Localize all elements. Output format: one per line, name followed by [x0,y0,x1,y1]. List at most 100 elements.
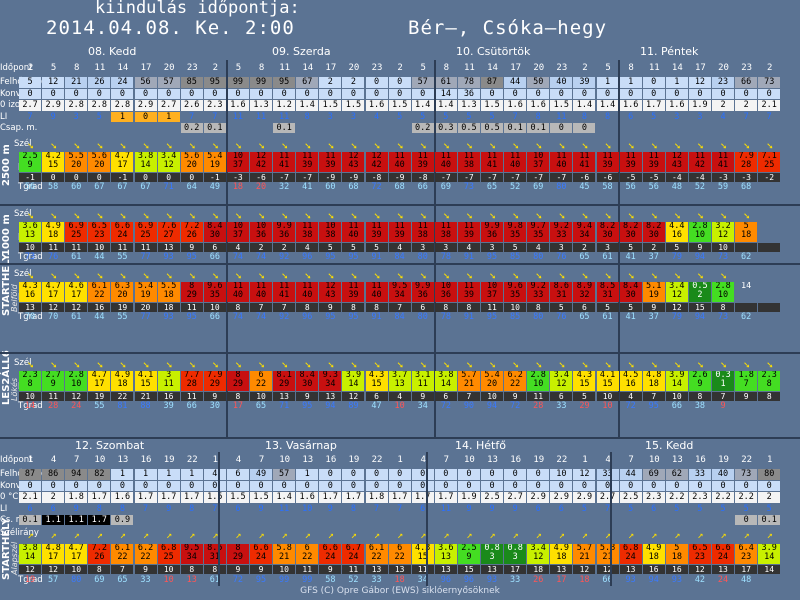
tgrad-cell-b: 18 [394,575,405,585]
wind-cell: 8.9 32 [573,282,596,302]
wind-cell: 9.7 35 [527,222,550,242]
wind-arrow-icon: ➘ [258,141,265,152]
izot-cell: 1.4 [296,100,319,111]
wind-kmh-b: 21 [579,552,590,562]
wind-cell: 11 39 [296,152,319,172]
wind-ms: 12 [255,152,267,161]
top-hour: 23 [741,63,753,73]
izot-cell: 1.5 [481,100,504,111]
wind-ms: 6.1 [91,282,108,291]
temp-cell: 12 [65,392,88,401]
wind-cell: 10 37 [527,152,550,172]
wind-kmh: 37 [533,160,544,170]
temp-cell: 9 [180,243,203,252]
tgrad-cell: 76 [556,312,567,322]
tgrad-cell-b: 93 [671,575,682,585]
bottom-hour: 22 [741,455,753,465]
tgrad-cell-b: 93 [486,575,498,585]
tgrad-cell: 41 [625,312,636,322]
wind-kmh: 38 [440,230,451,240]
tgrad-cell: 67 [117,182,128,192]
wind-kmh: 9 [50,379,56,389]
wind-ms: 6.2 [507,371,523,380]
wind-cell: 6.9 25 [65,222,88,242]
wind-cell: 8.4 30 [296,371,319,391]
bottom-hour: 1 [27,455,34,465]
wind-arrow-icon: ➘ [535,360,542,371]
temp-cell: -7 [527,173,550,182]
top-hour: 2 [397,63,403,73]
wind-ms: 5.6 [184,152,200,161]
wind-arrow-icon-b: ↗ [420,530,427,541]
wind-ms-b: 5.7 [576,544,593,553]
wind-kmh: 12 [717,230,729,240]
wind-cell: 7.9 29 [203,371,226,391]
izot-cell-b: 1.6 [296,492,319,503]
wind-kmh: 12 [556,379,567,389]
wind-cell: 5.5 20 [65,152,88,172]
wind-cell: 8.2 30 [596,222,619,242]
tgrad-cell: 62 [741,312,752,322]
wind-kmh: 19 [140,290,151,300]
konv-cell-b: 0 [434,481,457,491]
wind-ms: 5.4 [207,152,223,161]
konv-cell-b: 0 [319,481,342,491]
bottom-hour: 13 [487,455,498,465]
wind-cell-b: 6.2 22 [134,544,157,564]
header-title: kiindulás időpontja: [95,0,300,18]
wind-cell: 3.1 11 [411,371,434,391]
felho-cell-b: 4 [203,469,226,480]
felho-cell: 73 [758,77,781,88]
wind-arrow-icon: ➘ [304,211,311,222]
wind-arrow-icon-b: ↗ [258,530,265,541]
temp-cell: 7 [712,392,735,401]
wind-kmh-b: 22 [117,552,128,562]
wind-cell-b: 6.5 23 [688,544,711,564]
temp-cell-b: 17 [735,565,758,574]
wind-cell: 8 29 [180,282,203,302]
konv-cell: 0 [273,89,296,99]
tgrad-cell: 92 [279,252,290,262]
band-sublabel: Belföld [10,284,19,312]
temp-cell: 5 [573,392,596,401]
wind-ms-b: 4.9 [553,544,570,553]
csap-cell: 0.2 [411,123,434,133]
izot-cell-b: 2.9 [550,492,573,503]
wind-ms: 2.7 [45,371,61,380]
temp-cell: -5 [642,173,665,182]
li-cell: 3 [665,112,688,122]
li-cell-b: 6 [42,504,65,514]
bottom-hour: 7 [258,455,265,465]
li-cell: 0 [134,112,157,122]
csap-cell: 0.1 [504,123,527,133]
wind-ms: 5.6 [91,152,108,161]
li-cell-b: 9 [504,504,527,514]
li-cell: 7 [504,112,527,122]
wind-kmh: 43 [348,160,359,170]
wind-kmh: 30 [602,230,613,240]
tgrad-cell: 84 [394,312,405,322]
temp-cell: -9 [342,173,365,182]
wind-arrow-icon: ➘ [235,141,242,152]
li-cell: 7 [735,112,758,122]
tgrad-cell: 94 [694,252,706,262]
wind-kmh: 34 [394,290,405,300]
wind-kmh-b: 14 [24,552,36,562]
tgrad-cell-b: 96 [463,575,475,585]
wind-cell: 9.4 34 [573,222,596,242]
konv-cell-b: 0 [296,481,319,491]
tgrad-cell: 18 [232,182,244,192]
wind-cell: 5.7 21 [457,371,480,391]
top-hour: 14 [671,63,683,73]
konv-cell: 0 [758,89,781,99]
wind-kmh: 39 [417,160,428,170]
konv-cell-b: 0 [273,481,296,491]
wind-cell [758,222,781,242]
band-separator [0,437,800,439]
csap-cell-b: 1.1 [42,515,65,525]
felho-cell-b: 0 [319,469,342,480]
wind-kmh: 15 [48,160,59,170]
bottom-hour: 10 [279,455,291,465]
li-cell: 5 [411,112,434,122]
konv-cell-b: 0 [342,481,365,491]
